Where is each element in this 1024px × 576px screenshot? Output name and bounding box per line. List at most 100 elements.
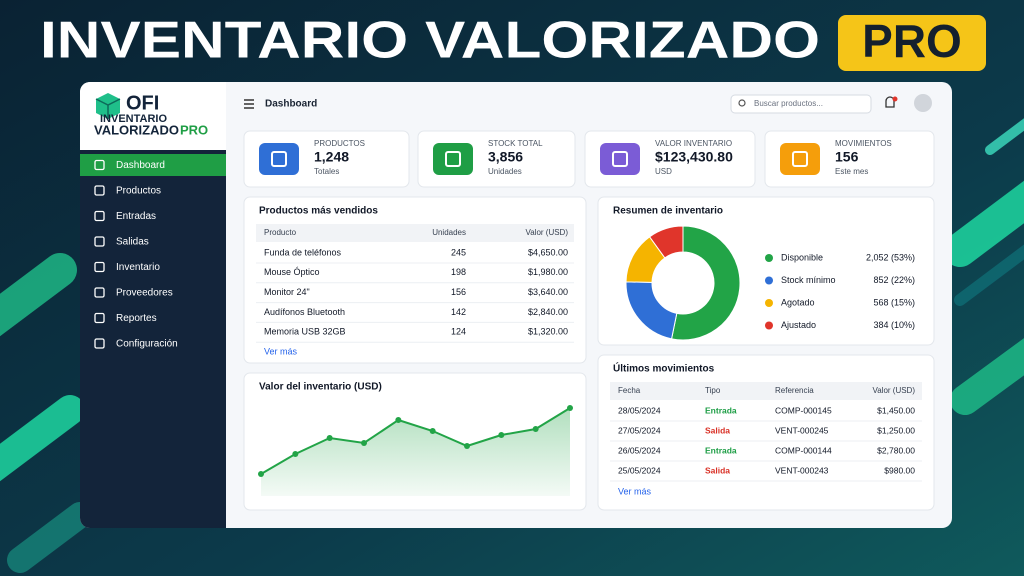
stat-icon-glyph xyxy=(612,151,628,167)
stat-sub: Unidades xyxy=(488,167,522,176)
menu-icon[interactable] xyxy=(244,99,254,109)
movement-type: Salida xyxy=(705,425,730,435)
table-cell: $1,980.00 xyxy=(528,267,568,277)
topbar-title: Dashboard xyxy=(265,99,317,110)
menu-item[interactable]: Inventario xyxy=(116,262,160,273)
stat-value: $123,430.80 xyxy=(655,149,733,165)
movement-type: Entrada xyxy=(705,405,737,415)
table-cell: $4,650.00 xyxy=(528,247,568,257)
table-cell: $1,320.00 xyxy=(528,327,568,337)
stat-label: VALOR INVENTARIO xyxy=(655,139,732,148)
card-title: Valor del inventario (USD) xyxy=(259,382,382,393)
decor xyxy=(0,118,1024,573)
table-header xyxy=(256,224,574,242)
menu-icon xyxy=(94,236,105,247)
point xyxy=(567,405,573,411)
menu-item[interactable]: Entradas xyxy=(116,211,156,222)
point xyxy=(292,451,299,457)
table-cell: VENT-000243 xyxy=(775,465,829,475)
menu-item[interactable]: Configuración xyxy=(116,339,178,350)
menu-item[interactable]: Proveedores xyxy=(116,288,173,299)
stat-sub: Totales xyxy=(314,167,339,176)
point xyxy=(464,443,470,449)
banner-badge-box xyxy=(838,15,986,71)
point xyxy=(429,428,436,434)
stat-value: 3,856 xyxy=(488,149,523,165)
menu-icon xyxy=(94,159,105,171)
menu-item[interactable]: Dashboard xyxy=(116,160,165,171)
menu-icon xyxy=(94,312,105,324)
sidebar xyxy=(80,150,226,528)
menu-item[interactable]: Salidas xyxy=(116,237,149,248)
table-cell: COMP-000144 xyxy=(775,445,832,455)
legend-label: Stock mínimo xyxy=(781,275,836,285)
point xyxy=(498,432,505,438)
card-title: Resumen de inventario xyxy=(613,206,723,217)
table-cell: Audífonos Bluetooth xyxy=(264,307,345,317)
column-header: Referencia xyxy=(775,386,814,395)
logo-line1: INVENTARIO xyxy=(100,113,167,125)
table-cell: 26/05/2024 xyxy=(618,445,661,455)
menu-item[interactable]: Reportes xyxy=(116,313,157,324)
card-title: Productos más vendidos xyxy=(259,206,378,217)
search-box[interactable] xyxy=(730,94,872,114)
legend-swatch xyxy=(765,299,773,307)
column-header: Valor (USD) xyxy=(872,386,915,395)
stat-icon xyxy=(780,143,820,175)
search-placeholder: Buscar productos... xyxy=(754,99,823,108)
menu-icon xyxy=(94,261,105,273)
table-cell: $980.00 xyxy=(884,465,915,475)
donut-slice xyxy=(670,225,741,341)
avatar[interactable] xyxy=(914,94,932,112)
stat-value: 156 xyxy=(835,149,859,165)
column-header: Producto xyxy=(264,228,297,237)
table-cell: Memoria USB 32GB xyxy=(264,327,346,337)
table-header xyxy=(610,382,922,400)
legend-label: Agotado xyxy=(781,297,815,307)
menu-icon xyxy=(94,287,105,298)
logo-badge: PRO xyxy=(180,122,208,137)
stat-label: PRODUCTOS xyxy=(314,139,365,148)
table-cell: 156 xyxy=(451,287,466,297)
menu-active xyxy=(80,154,226,176)
stat-icon-glyph xyxy=(792,151,808,167)
column-header: Unidades xyxy=(432,228,466,237)
logo-line2: VALORIZADO xyxy=(94,122,179,137)
stat-label: STOCK TOTAL xyxy=(488,139,543,148)
table-cell: $1,450.00 xyxy=(877,405,915,415)
movement-type: Entrada xyxy=(705,445,737,455)
menu-icon xyxy=(94,210,105,222)
banner-title: INVENTARIO VALORIZADO xyxy=(40,12,820,70)
link[interactable]: Ver más xyxy=(618,486,652,496)
table-cell: $2,840.00 xyxy=(528,307,568,317)
table-cell: VENT-000245 xyxy=(775,425,829,435)
donut-slice xyxy=(648,225,684,259)
menu-item[interactable]: Productos xyxy=(116,186,161,197)
table-cell: 142 xyxy=(451,307,466,317)
table-cell: 25/05/2024 xyxy=(618,465,661,475)
stat-icon xyxy=(259,143,299,175)
stat-icon-glyph xyxy=(445,151,461,167)
table-cell: 245 xyxy=(451,247,466,257)
stat-sub: USD xyxy=(655,167,672,176)
notification-dot xyxy=(892,96,898,102)
legend-swatch xyxy=(765,321,773,330)
table-cell: 27/05/2024 xyxy=(618,425,661,435)
table-cell: Monitor 24" xyxy=(264,287,310,297)
table-cell: Mouse Óptico xyxy=(264,267,320,277)
column-header: Valor (USD) xyxy=(525,228,568,237)
legend-value: 852 (22%) xyxy=(873,275,915,285)
table-cell: 198 xyxy=(451,267,466,277)
legend-value: 384 (10%) xyxy=(873,320,915,330)
legend-label: Disponible xyxy=(781,252,823,262)
column-header: Fecha xyxy=(618,386,641,395)
table-cell: 124 xyxy=(451,327,466,337)
table-cell: $1,250.00 xyxy=(877,425,915,435)
search-icon xyxy=(738,99,746,107)
menu-icon xyxy=(94,338,105,349)
table-cell: $3,640.00 xyxy=(528,287,568,297)
table-cell: 28/05/2024 xyxy=(618,405,661,415)
link[interactable]: Ver más xyxy=(264,346,298,356)
legend-value: 2,052 (53%) xyxy=(866,252,915,262)
